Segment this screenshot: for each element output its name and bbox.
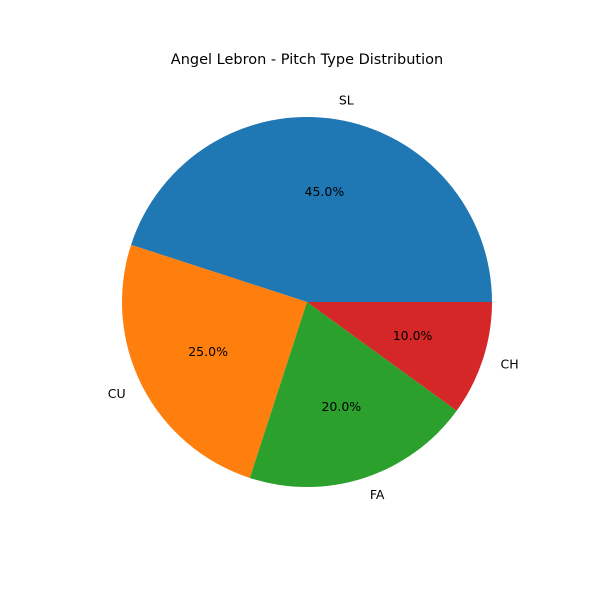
slice-label-sl: SL bbox=[339, 93, 354, 108]
slice-label-cu: CU bbox=[108, 386, 126, 401]
percent-label-cu: 25.0% bbox=[188, 344, 228, 359]
pie-slice-cu bbox=[121, 244, 307, 478]
pie-slice-sl bbox=[131, 116, 492, 303]
percent-label-fa: 20.0% bbox=[321, 399, 361, 414]
slice-label-ch: CH bbox=[501, 356, 519, 371]
chart-title: Angel Lebron - Pitch Type Distribution bbox=[171, 52, 443, 68]
pie-slice-ch bbox=[307, 302, 492, 411]
pie-slices bbox=[121, 116, 492, 487]
pie-slice-fa bbox=[249, 302, 457, 487]
percent-label-ch: 10.0% bbox=[393, 328, 433, 343]
slice-label-fa: FA bbox=[370, 487, 385, 502]
percent-label-sl: 45.0% bbox=[305, 184, 345, 199]
pie-labels: SL 45.0% CU 25.0% FA 20.0% CH 10.0% bbox=[108, 93, 519, 503]
